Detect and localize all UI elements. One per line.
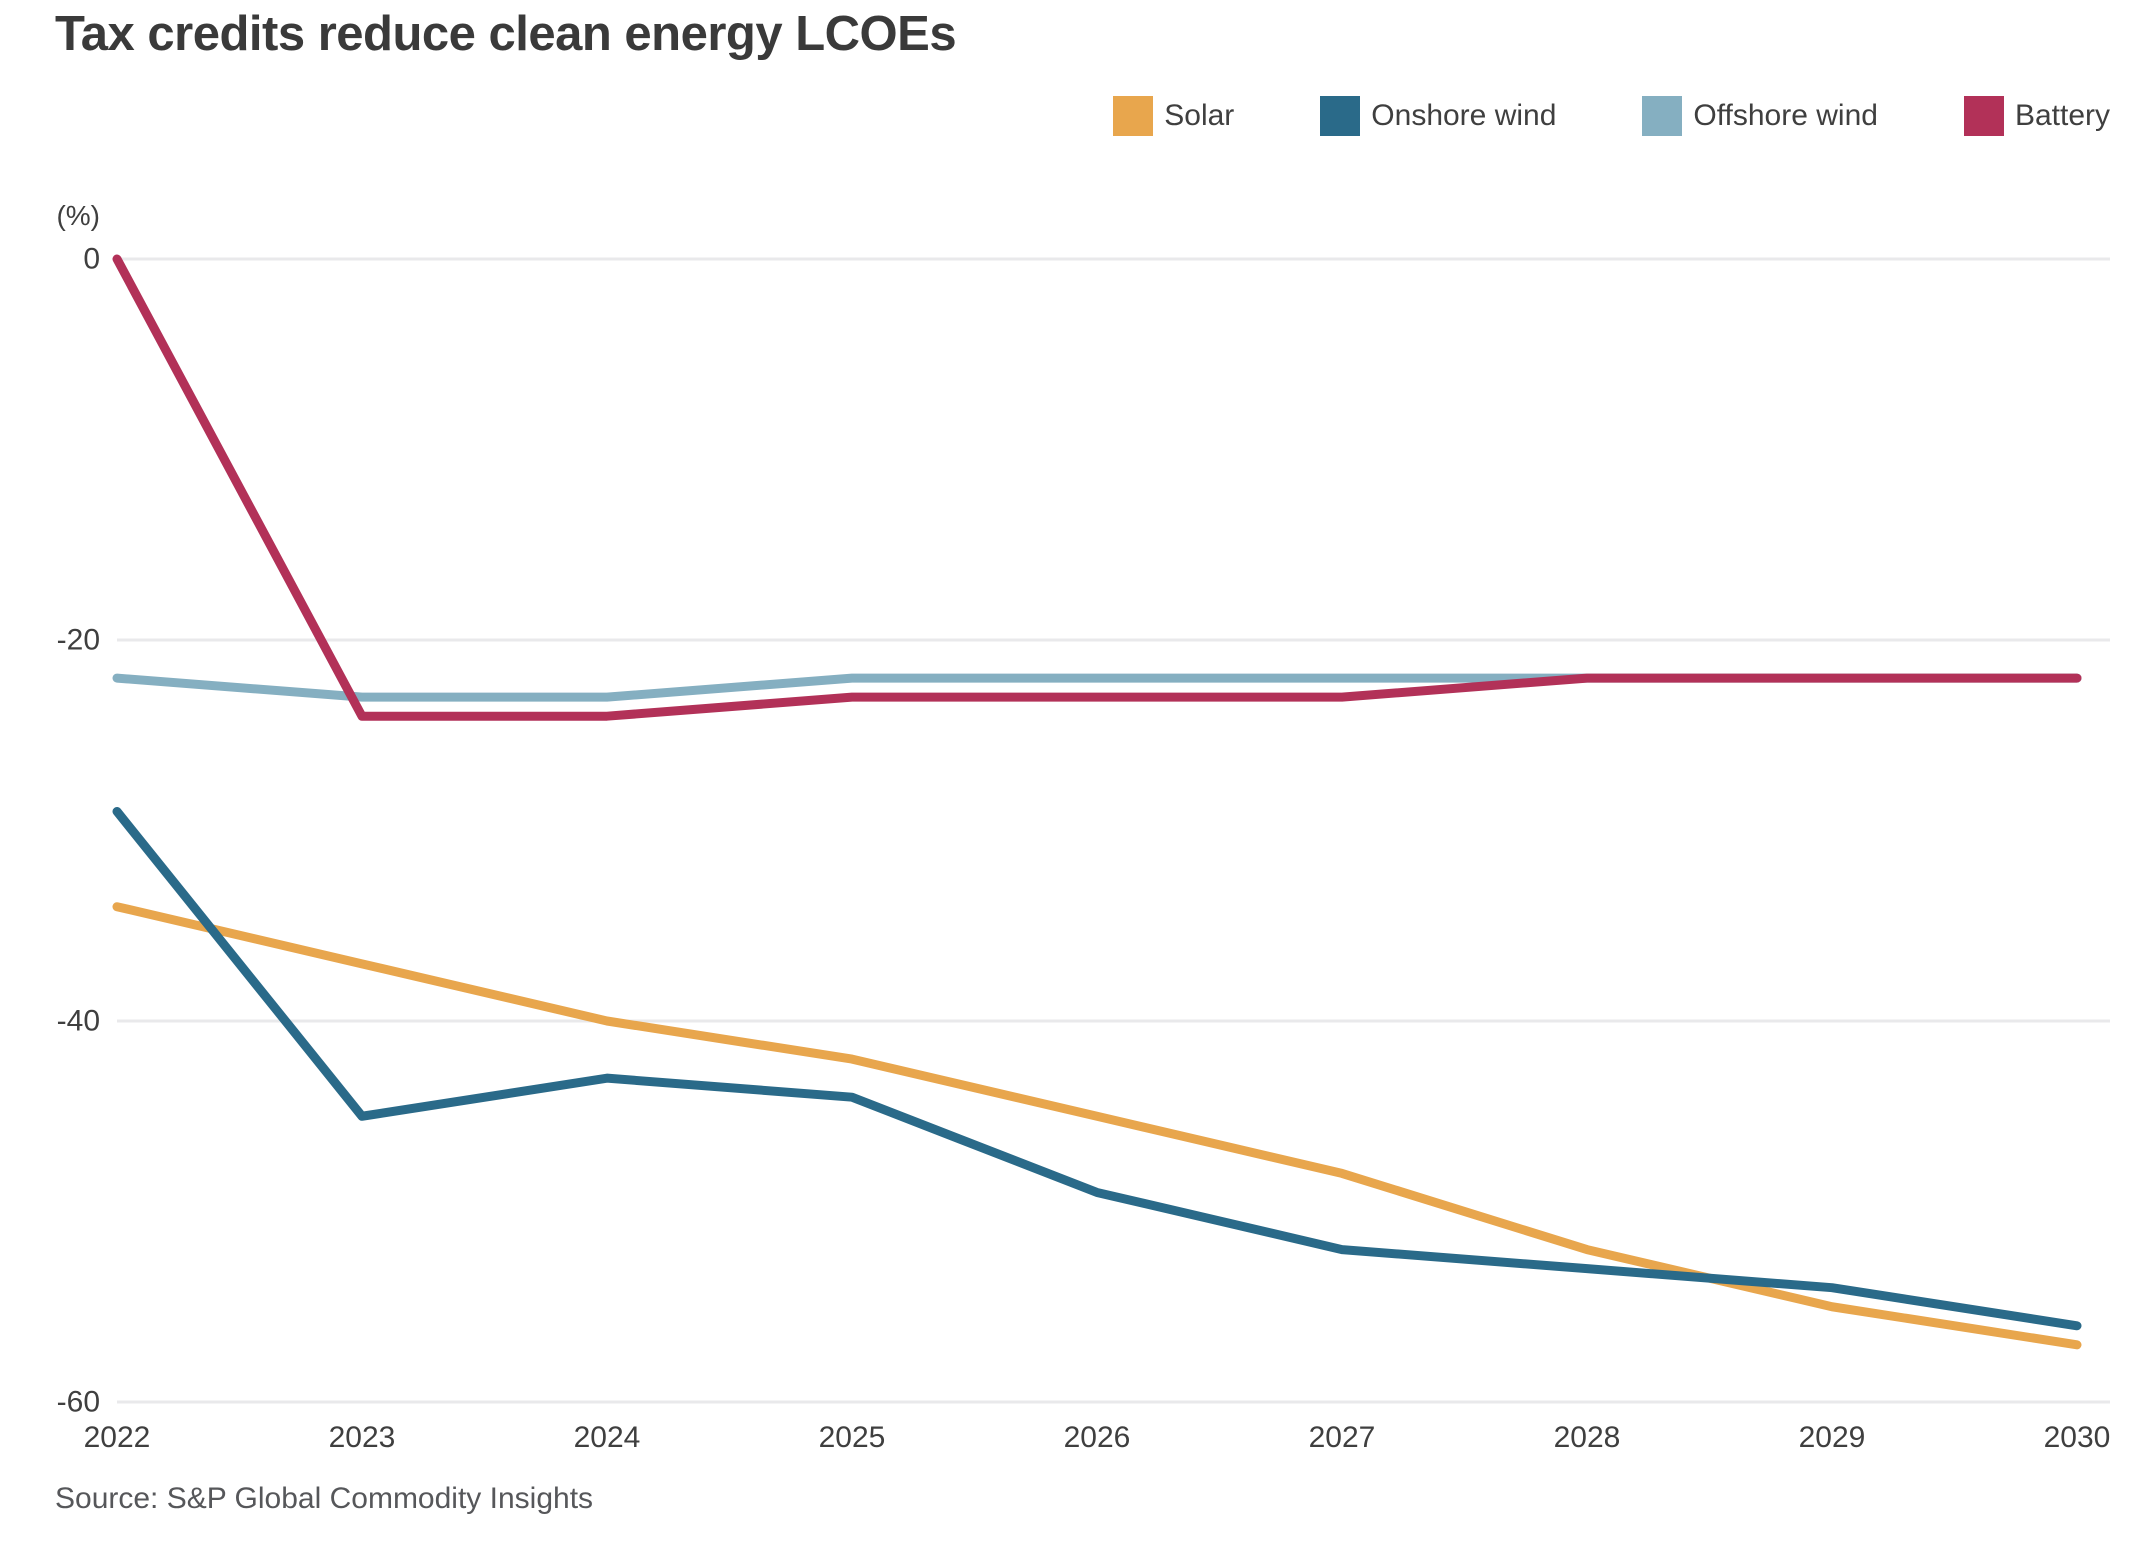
legend-label: Onshore wind <box>1371 99 1557 132</box>
legend-item-onshore-wind: Onshore wind <box>1320 96 1556 136</box>
legend-item-battery: Battery <box>1963 96 2110 136</box>
gridlines <box>117 257 2110 1404</box>
legend-label: Offshore wind <box>1693 99 1878 132</box>
x-tick-label: 2029 <box>1799 1421 1866 1454</box>
legend-swatch-solar <box>1113 96 1154 136</box>
x-tick-label: 2022 <box>84 1421 151 1454</box>
y-tick-label: -40 <box>57 1005 100 1038</box>
series-lines <box>112 254 2082 1350</box>
x-tick-label: 2028 <box>1554 1421 1621 1454</box>
legend-swatch-offshore-wind <box>1642 96 1683 136</box>
series-line-onshore-wind <box>112 806 2082 1331</box>
source-note: Source: S&P Global Commodity Insights <box>55 1482 594 1515</box>
x-tick-label: 2027 <box>1309 1421 1376 1454</box>
x-tick-label: 2026 <box>1064 1421 1131 1454</box>
y-axis-unit: (%) <box>56 200 100 231</box>
y-tick-label: -60 <box>57 1386 100 1419</box>
x-tick-label: 2024 <box>574 1421 641 1454</box>
y-tick-label: 0 <box>83 243 100 276</box>
x-tick-label: 2025 <box>819 1421 886 1454</box>
x-tick-label: 2023 <box>329 1421 396 1454</box>
y-axis-tick-labels: 0 -20 -40 -60 <box>57 243 100 1419</box>
legend-item-offshore-wind: Offshore wind <box>1642 96 1878 136</box>
legend-item-solar: Solar <box>1113 96 1234 136</box>
legend-label: Battery <box>2014 99 2110 132</box>
series-line-solar <box>112 902 2082 1350</box>
series-line-battery <box>112 254 2082 721</box>
chart-title: Tax credits reduce clean energy LCOEs <box>55 7 957 61</box>
y-tick-label: -20 <box>57 624 100 657</box>
legend: Solar Onshore wind Offshore wind Battery <box>1113 96 2110 136</box>
legend-label: Solar <box>1164 99 1235 132</box>
x-axis-tick-labels: 2022 2023 2024 2025 2026 2027 2028 2029 2030 <box>84 1421 2111 1454</box>
x-tick-label: 2030 <box>2044 1421 2111 1454</box>
legend-swatch-battery <box>1963 96 2004 136</box>
legend-swatch-onshore-wind <box>1320 96 1361 136</box>
